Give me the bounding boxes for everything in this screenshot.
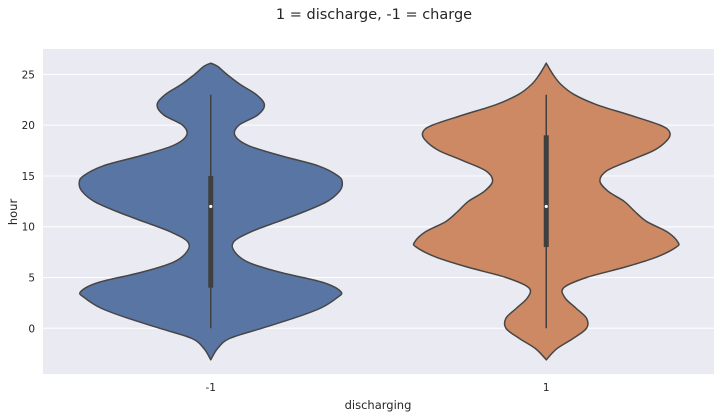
violin-charge	[78, 62, 344, 361]
y-axis-label: hour	[6, 199, 20, 226]
x-tick-label: 1	[543, 382, 550, 394]
x-axis-label: discharging	[345, 398, 412, 412]
median-marker	[209, 204, 213, 209]
y-tick-label: 10	[22, 222, 35, 234]
y-tick-label: 20	[22, 120, 35, 132]
iqr-box	[543, 135, 549, 248]
violin-discharge	[412, 62, 680, 361]
violins	[78, 62, 680, 361]
y-axis-ticks: 0 5 10 15 20 25	[22, 69, 35, 335]
median-marker	[544, 204, 548, 209]
chart-title: 1 = discharge, -1 = charge	[276, 7, 472, 23]
x-tick-label: -1	[206, 382, 216, 394]
x-axis-ticks: -1 1	[206, 382, 550, 394]
y-tick-label: 15	[22, 171, 35, 183]
y-tick-label: 0	[28, 323, 35, 335]
y-tick-label: 25	[22, 69, 35, 81]
iqr-box	[208, 175, 214, 288]
y-tick-label: 5	[28, 273, 35, 285]
